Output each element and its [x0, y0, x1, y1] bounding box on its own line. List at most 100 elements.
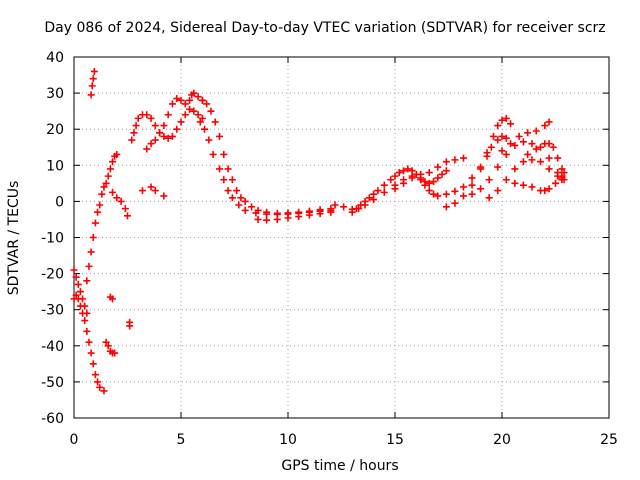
x-axis-label: GPS time / hours	[281, 458, 398, 474]
data-point	[164, 134, 172, 142]
data-point	[216, 165, 224, 173]
data-point	[85, 338, 93, 346]
data-point	[91, 371, 99, 379]
data-point	[91, 219, 99, 227]
series-track-e	[102, 338, 119, 357]
series-track-i	[138, 183, 168, 200]
data-point	[442, 167, 450, 175]
data-point	[263, 208, 271, 216]
data-point	[477, 185, 485, 193]
data-point	[143, 145, 151, 153]
data-point	[224, 187, 232, 195]
data-point	[186, 96, 194, 104]
data-point	[79, 295, 87, 303]
data-point	[126, 322, 134, 330]
data-point	[528, 183, 536, 191]
data-point	[494, 163, 502, 171]
data-point	[160, 192, 168, 200]
data-point	[151, 187, 159, 195]
data-point	[519, 138, 527, 146]
data-point	[541, 187, 549, 195]
data-point	[524, 129, 532, 137]
data-point	[284, 214, 292, 222]
data-point	[560, 176, 568, 184]
data-point	[194, 93, 202, 101]
data-point	[111, 349, 119, 357]
data-point	[72, 273, 80, 281]
data-point	[96, 383, 104, 391]
data-point	[168, 100, 176, 108]
data-point	[425, 179, 433, 187]
data-point	[121, 205, 129, 213]
data-point	[380, 188, 388, 196]
y-tick-label: 20	[46, 122, 64, 138]
data-point	[104, 342, 112, 350]
data-point	[468, 181, 476, 189]
x-tick-label: 25	[600, 432, 618, 448]
data-point	[537, 143, 545, 151]
data-point	[181, 111, 189, 119]
data-point	[89, 360, 97, 368]
data-point	[494, 187, 502, 195]
data-point	[128, 136, 136, 144]
data-point	[380, 181, 388, 189]
data-point	[487, 143, 495, 151]
y-axis-label: SDTVAR / TECUs	[6, 181, 22, 296]
data-point	[209, 150, 217, 158]
x-tick-label: 10	[279, 432, 297, 448]
series-track-s	[485, 156, 566, 202]
data-points	[70, 67, 568, 395]
data-point	[89, 234, 97, 241]
y-tick-label: -10	[41, 231, 64, 247]
data-point	[87, 349, 95, 357]
data-point	[370, 196, 378, 204]
data-point	[421, 181, 429, 189]
data-point	[168, 132, 176, 140]
data-point	[442, 190, 450, 198]
grid-lines	[74, 57, 609, 418]
data-point	[88, 82, 96, 90]
data-point	[96, 201, 104, 209]
series-track-g	[109, 188, 131, 220]
data-point	[147, 114, 155, 122]
data-point	[124, 212, 131, 220]
data-point	[459, 192, 467, 200]
series-track-v	[524, 140, 568, 177]
data-point	[147, 183, 155, 191]
data-point	[94, 378, 102, 386]
data-point	[196, 118, 204, 126]
data-point	[459, 183, 467, 191]
data-point	[198, 114, 206, 122]
y-tick-label: 0	[55, 194, 64, 210]
data-point	[558, 172, 566, 180]
data-point	[181, 100, 189, 108]
data-point	[87, 248, 95, 256]
data-point	[515, 132, 523, 140]
data-point	[81, 302, 89, 310]
series-track-n	[331, 165, 450, 213]
data-point	[477, 165, 485, 173]
data-point	[190, 89, 198, 97]
data-point	[395, 169, 403, 177]
data-point	[143, 111, 151, 119]
data-point	[502, 176, 510, 184]
series-track-b	[70, 266, 91, 317]
data-point	[160, 132, 168, 140]
data-point	[511, 141, 519, 149]
data-point	[374, 187, 382, 195]
data-point	[113, 194, 121, 202]
series-track-j	[143, 89, 206, 153]
data-point	[340, 203, 348, 211]
y-tick-label: 10	[46, 158, 64, 174]
data-point	[558, 165, 566, 173]
data-point	[511, 179, 519, 187]
data-point	[211, 118, 219, 126]
series-track-h	[128, 105, 206, 144]
data-point	[109, 158, 117, 166]
series-track-f	[106, 293, 134, 330]
data-point	[151, 136, 159, 144]
data-point	[541, 122, 549, 130]
data-point	[102, 338, 110, 346]
data-point	[434, 174, 442, 182]
data-point	[273, 215, 281, 223]
